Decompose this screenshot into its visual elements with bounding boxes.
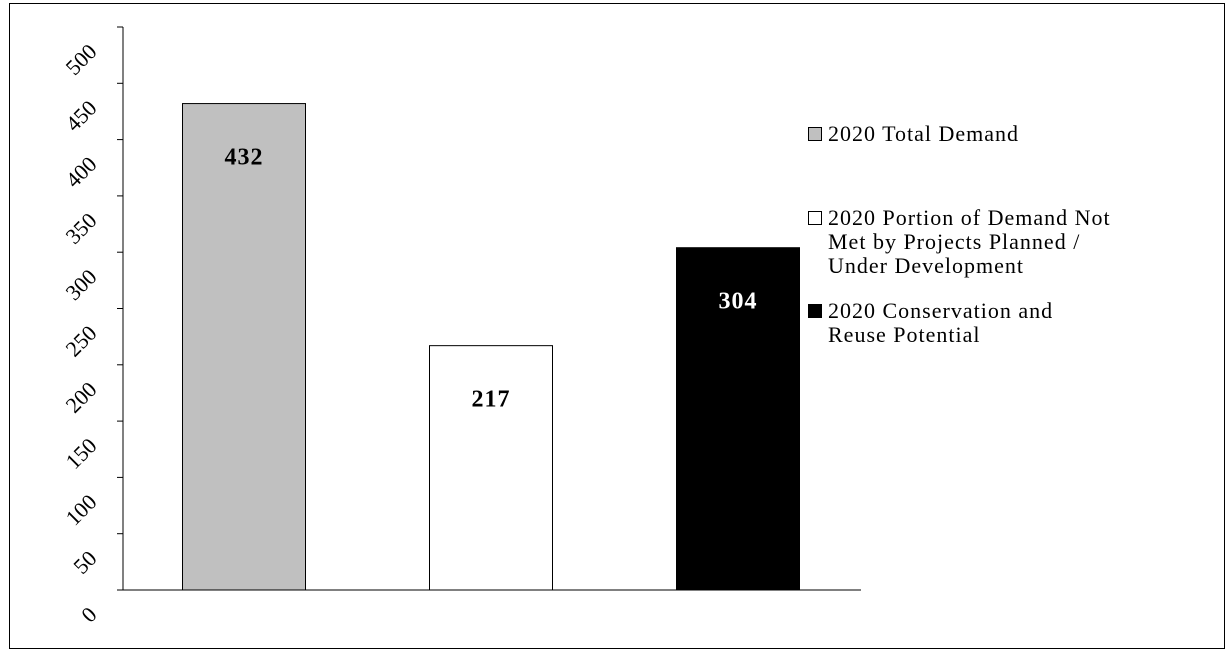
legend-label-conservation-reuse: 2020 Conservation and Reuse Potential [828,298,1054,347]
y-tick-label: 50 [68,546,101,579]
y-axis-ticks: 0 50 100 150 200 250 300 350 400 450 500 [61,26,123,627]
legend-swatch-unmet-demand [808,211,822,225]
legend-swatch-conservation-reuse [808,304,822,318]
y-tick-label: 0 [76,602,101,627]
y-tick-label: 200 [61,377,102,418]
legend-label-total-demand: 2020 Total Demand [828,121,1020,146]
bar-2 [429,345,553,591]
y-tick-label: 300 [61,264,102,305]
bar-value-label: 304 [719,289,758,315]
bar-value-label: 432 [225,145,264,171]
y-tick-label: 500 [61,39,102,80]
bar-3 [676,247,800,591]
bars: 432 217 304 [182,103,800,591]
y-tick-label: 400 [61,151,102,192]
legend-label-unmet-demand: 2020 Portion of Demand Not Met by Projec… [828,205,1111,278]
bar-value-label: 217 [472,387,511,413]
bar-1 [182,103,306,591]
y-tick-label: 350 [61,208,102,249]
y-tick-label: 450 [61,95,102,136]
y-tick-label: 150 [61,433,102,474]
y-tick-label: 100 [61,489,102,530]
y-tick-label: 250 [61,320,102,361]
legend-swatch-total-demand [808,127,822,141]
